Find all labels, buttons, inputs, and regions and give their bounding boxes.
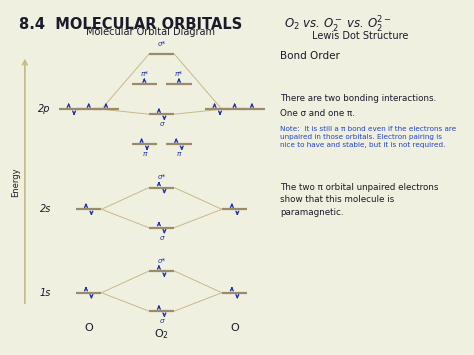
Text: Bond Order: Bond Order (280, 51, 340, 61)
Text: σ: σ (159, 121, 164, 127)
Text: σ*: σ* (157, 174, 166, 180)
Text: 1s: 1s (39, 288, 51, 298)
Text: O: O (230, 323, 239, 333)
Text: There are two bonding interactions.: There are two bonding interactions. (280, 94, 437, 103)
Text: σ*: σ* (157, 258, 166, 264)
Text: σ: σ (159, 235, 164, 241)
Text: O$_2$: O$_2$ (154, 328, 169, 342)
Text: Note:  It is still a π bond even if the electrons are
unpaired in those orbitals: Note: It is still a π bond even if the e… (280, 126, 456, 148)
Text: O: O (84, 323, 93, 333)
Text: π: π (142, 151, 146, 157)
Text: Lewis Dot Structure: Lewis Dot Structure (312, 31, 408, 41)
Text: σ*: σ* (157, 41, 166, 47)
Text: π*: π* (140, 71, 148, 77)
Text: One σ and one π.: One σ and one π. (280, 109, 355, 118)
Text: 8.4  MOLECULAR ORBITALS: 8.4 MOLECULAR ORBITALS (19, 17, 242, 32)
Text: Energy: Energy (11, 168, 20, 197)
Text: 2p: 2p (38, 104, 51, 114)
Text: Molecular Orbital Diagram: Molecular Orbital Diagram (86, 27, 215, 37)
Text: 2s: 2s (39, 204, 51, 214)
Text: π: π (177, 151, 181, 157)
Text: π*: π* (175, 71, 183, 77)
Text: The two π orbital unpaired electrons
show that this molecule is
paramagnetic.: The two π orbital unpaired electrons sho… (280, 182, 439, 217)
Text: σ: σ (159, 318, 164, 324)
Text: O$_2$ vs. O$_2^-$ vs. O$_2^{2-}$: O$_2$ vs. O$_2^-$ vs. O$_2^{2-}$ (284, 15, 392, 35)
